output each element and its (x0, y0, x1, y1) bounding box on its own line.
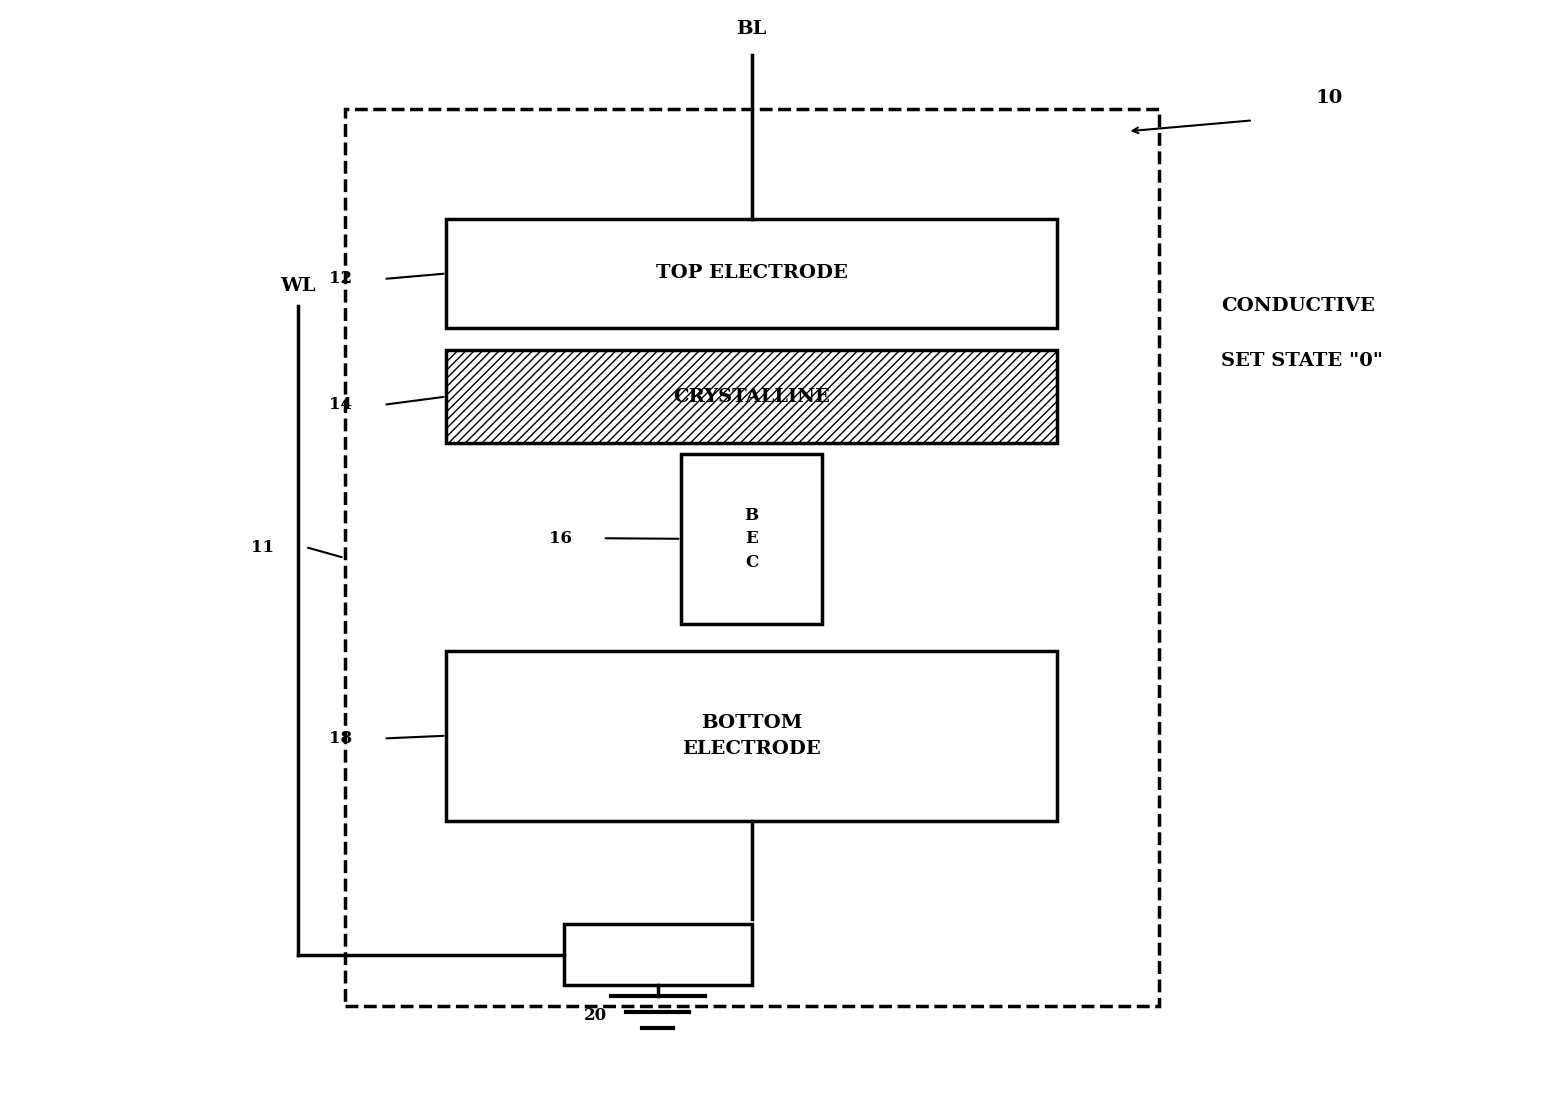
Bar (564, 924, 752, 985)
Text: WL: WL (280, 278, 315, 295)
Text: CONDUCTIVE: CONDUCTIVE (1221, 298, 1375, 315)
Text: 11: 11 (251, 538, 274, 556)
Text: CRYSTALLINE: CRYSTALLINE (673, 387, 830, 406)
Text: SET STATE "0": SET STATE "0" (1221, 352, 1383, 370)
Bar (446, 651, 1057, 820)
Bar (446, 350, 1057, 443)
Text: TOP ELECTRODE: TOP ELECTRODE (656, 265, 847, 282)
Text: 18: 18 (329, 730, 352, 747)
Text: 10: 10 (1315, 90, 1342, 107)
Text: B
E
C: B E C (744, 507, 760, 571)
Text: 20: 20 (584, 1006, 606, 1024)
Text: BL: BL (736, 21, 767, 38)
Bar (446, 219, 1057, 328)
Bar (345, 109, 1159, 1006)
Text: BOTTOM
ELECTRODE: BOTTOM ELECTRODE (683, 713, 821, 758)
Text: 16: 16 (548, 529, 572, 547)
Text: 14: 14 (329, 396, 352, 414)
Text: 12: 12 (329, 270, 352, 288)
Bar (681, 454, 822, 624)
